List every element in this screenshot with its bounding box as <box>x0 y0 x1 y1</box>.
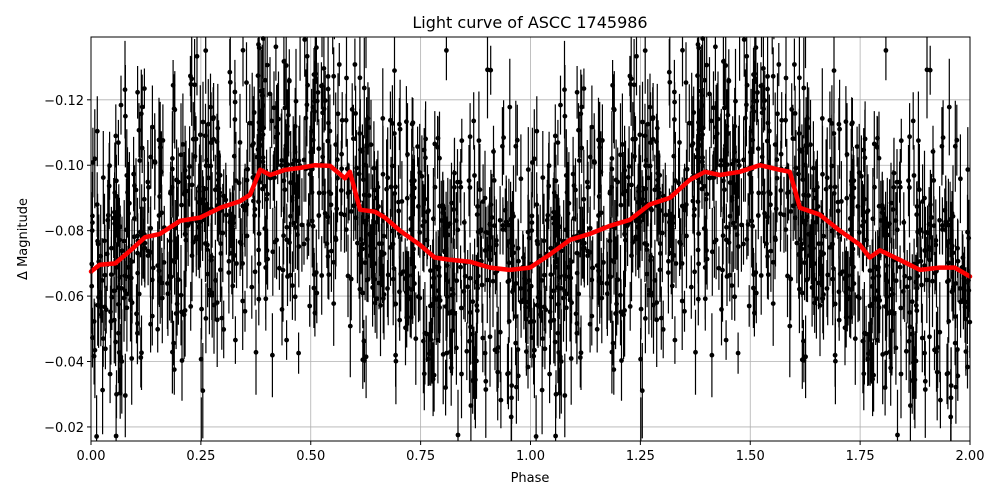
x-tick-label: 0.00 <box>77 449 106 464</box>
x-tick-label: 0.75 <box>406 449 435 464</box>
x-tick-label: 1.25 <box>626 449 655 464</box>
chart-title: Light curve of ASCC 1745986 <box>412 13 647 32</box>
binned-mean-curve <box>88 162 973 279</box>
x-axis-label: Phase <box>511 471 550 486</box>
y-tick-label: −0.02 <box>44 421 84 436</box>
x-tick-label: 0.25 <box>186 449 215 464</box>
x-tick-label: 1.00 <box>516 449 545 464</box>
y-tick-label: −0.10 <box>44 159 84 174</box>
y-axis-ticks: −0.12 −0.10 −0.08 −0.06 −0.04 −0.02 <box>44 94 91 436</box>
y-axis-label: Δ Magnitude <box>16 198 31 280</box>
y-tick-label: −0.04 <box>44 356 84 371</box>
x-tick-label: 1.50 <box>736 449 765 464</box>
y-tick-label: −0.08 <box>44 225 84 240</box>
x-axis-ticks: 0.00 0.25 0.50 0.75 1.00 1.25 1.50 1.75 2.00 <box>77 441 985 464</box>
x-tick-label: 2.00 <box>956 449 985 464</box>
x-tick-label: 1.75 <box>846 449 875 464</box>
y-tick-label: −0.06 <box>44 290 84 305</box>
x-tick-label: 0.50 <box>296 449 325 464</box>
observation-points <box>89 36 973 441</box>
y-tick-label: −0.12 <box>44 94 84 109</box>
